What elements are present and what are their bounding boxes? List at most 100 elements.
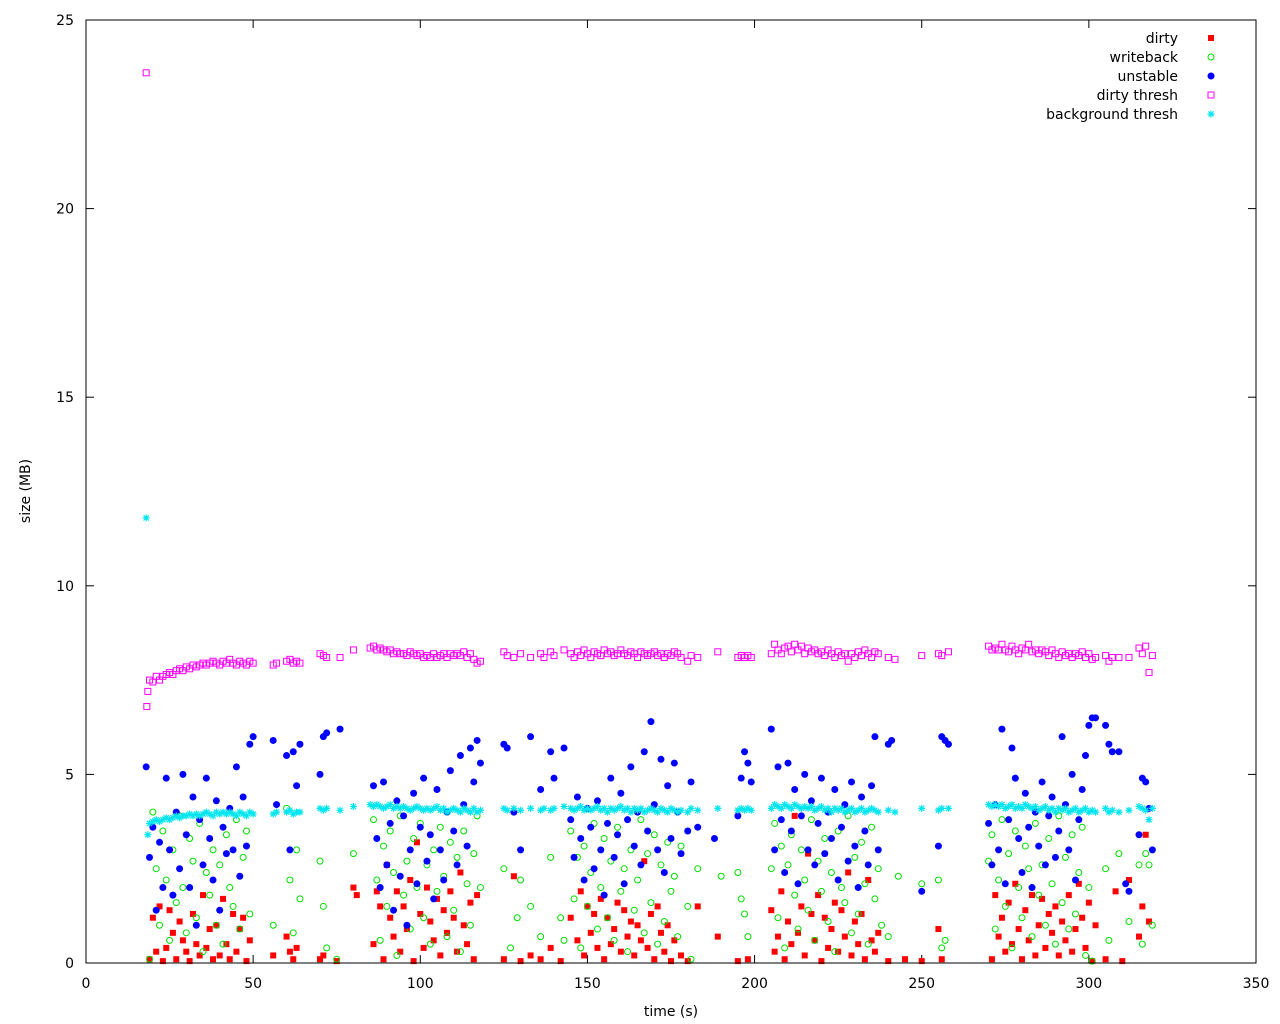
point-dirty	[193, 941, 200, 948]
point-background-thresh	[811, 806, 819, 814]
point-unstable	[1068, 770, 1076, 778]
point-dirty	[437, 952, 444, 959]
point-writeback	[781, 944, 789, 952]
point-unstable	[861, 827, 869, 835]
point-dirty-thresh	[273, 659, 281, 667]
point-background-thresh	[249, 810, 257, 818]
point-unstable	[473, 736, 481, 744]
point-writeback	[386, 827, 394, 835]
point-unstable	[246, 740, 254, 748]
point-unstable	[767, 725, 775, 733]
point-writeback	[380, 842, 388, 850]
point-background-thresh	[1092, 808, 1100, 816]
point-dirty-thresh	[747, 653, 755, 661]
point-unstable	[797, 812, 805, 820]
point-unstable	[587, 823, 595, 831]
point-dirty	[220, 895, 227, 902]
point-dirty	[988, 956, 995, 963]
point-background-thresh	[607, 804, 615, 812]
point-dirty	[270, 952, 277, 959]
point-dirty	[1055, 952, 1062, 959]
point-background-thresh	[1065, 808, 1073, 816]
point-writeback	[466, 921, 474, 929]
point-background-thresh	[1005, 802, 1013, 810]
point-writeback	[674, 933, 682, 941]
point-writeback	[527, 902, 535, 910]
point-unstable	[446, 767, 454, 775]
point-unstable	[734, 812, 742, 820]
point-writeback	[677, 842, 685, 850]
point-unstable	[854, 884, 862, 892]
x-tick-label: 250	[908, 976, 935, 992]
point-writeback	[430, 846, 438, 854]
point-dirty	[373, 888, 380, 895]
point-unstable	[216, 906, 224, 914]
point-unstable	[410, 789, 418, 797]
point-unstable	[380, 778, 388, 786]
point-unstable	[687, 778, 695, 786]
point-writeback	[614, 823, 622, 831]
point-writeback	[1058, 899, 1066, 907]
point-dirty	[444, 929, 451, 936]
point-dirty	[714, 933, 721, 940]
point-writeback	[179, 884, 187, 892]
point-dirty	[390, 933, 397, 940]
point-unstable	[737, 774, 745, 782]
point-unstable	[831, 785, 839, 793]
point-unstable	[456, 752, 464, 760]
point-dirty	[1025, 937, 1032, 944]
point-dirty	[320, 952, 327, 959]
y-tick-label: 0	[65, 956, 74, 972]
point-dirty	[668, 958, 674, 965]
point-unstable	[600, 891, 608, 899]
point-dirty	[293, 944, 300, 951]
point-writeback	[1055, 812, 1063, 820]
point-background-thresh	[1015, 802, 1023, 810]
point-unstable	[864, 861, 872, 869]
point-background-thresh	[466, 808, 474, 816]
point-background-thresh	[647, 804, 655, 812]
point-dirty	[333, 958, 340, 965]
point-background-thresh	[1035, 806, 1043, 814]
point-unstable	[851, 842, 859, 850]
point-writeback	[874, 865, 882, 873]
point-background-thresh	[741, 806, 749, 814]
point-writeback	[202, 868, 210, 876]
point-unstable	[944, 740, 952, 748]
point-unstable	[1011, 774, 1019, 782]
point-dirty	[510, 873, 517, 880]
series-unstable	[142, 714, 1156, 929]
point-dirty	[1012, 880, 1019, 887]
point-dirty	[153, 948, 160, 955]
point-background-thresh	[824, 804, 832, 812]
point-dirty	[557, 958, 564, 965]
point-background-thresh	[868, 804, 876, 812]
point-background-thresh	[848, 804, 856, 812]
point-background-thresh	[630, 804, 638, 812]
point-writeback	[1145, 861, 1153, 869]
point-background-thresh	[744, 804, 752, 812]
point-background-thresh	[199, 810, 207, 818]
point-background-thresh	[537, 806, 545, 814]
point-writeback	[456, 948, 464, 956]
point-writeback	[1088, 957, 1096, 965]
point-background-thresh	[142, 514, 150, 522]
point-background-thresh	[289, 810, 297, 818]
point-background-thresh	[383, 802, 391, 810]
point-background-thresh	[944, 804, 952, 812]
point-dirty	[1062, 937, 1069, 944]
point-dirty-thresh	[797, 642, 805, 650]
point-background-thresh	[246, 808, 254, 816]
point-dirty	[684, 958, 691, 965]
point-dirty	[377, 903, 384, 910]
point-background-thresh	[684, 808, 692, 816]
point-unstable	[710, 835, 718, 843]
point-background-thresh	[851, 808, 859, 816]
point-writeback	[403, 857, 411, 865]
point-unstable	[1025, 823, 1033, 831]
legend-label: dirty thresh	[1097, 88, 1178, 104]
point-dirty	[1075, 880, 1082, 887]
point-writeback	[316, 857, 324, 865]
point-unstable	[463, 842, 471, 850]
point-dirty	[246, 937, 253, 944]
